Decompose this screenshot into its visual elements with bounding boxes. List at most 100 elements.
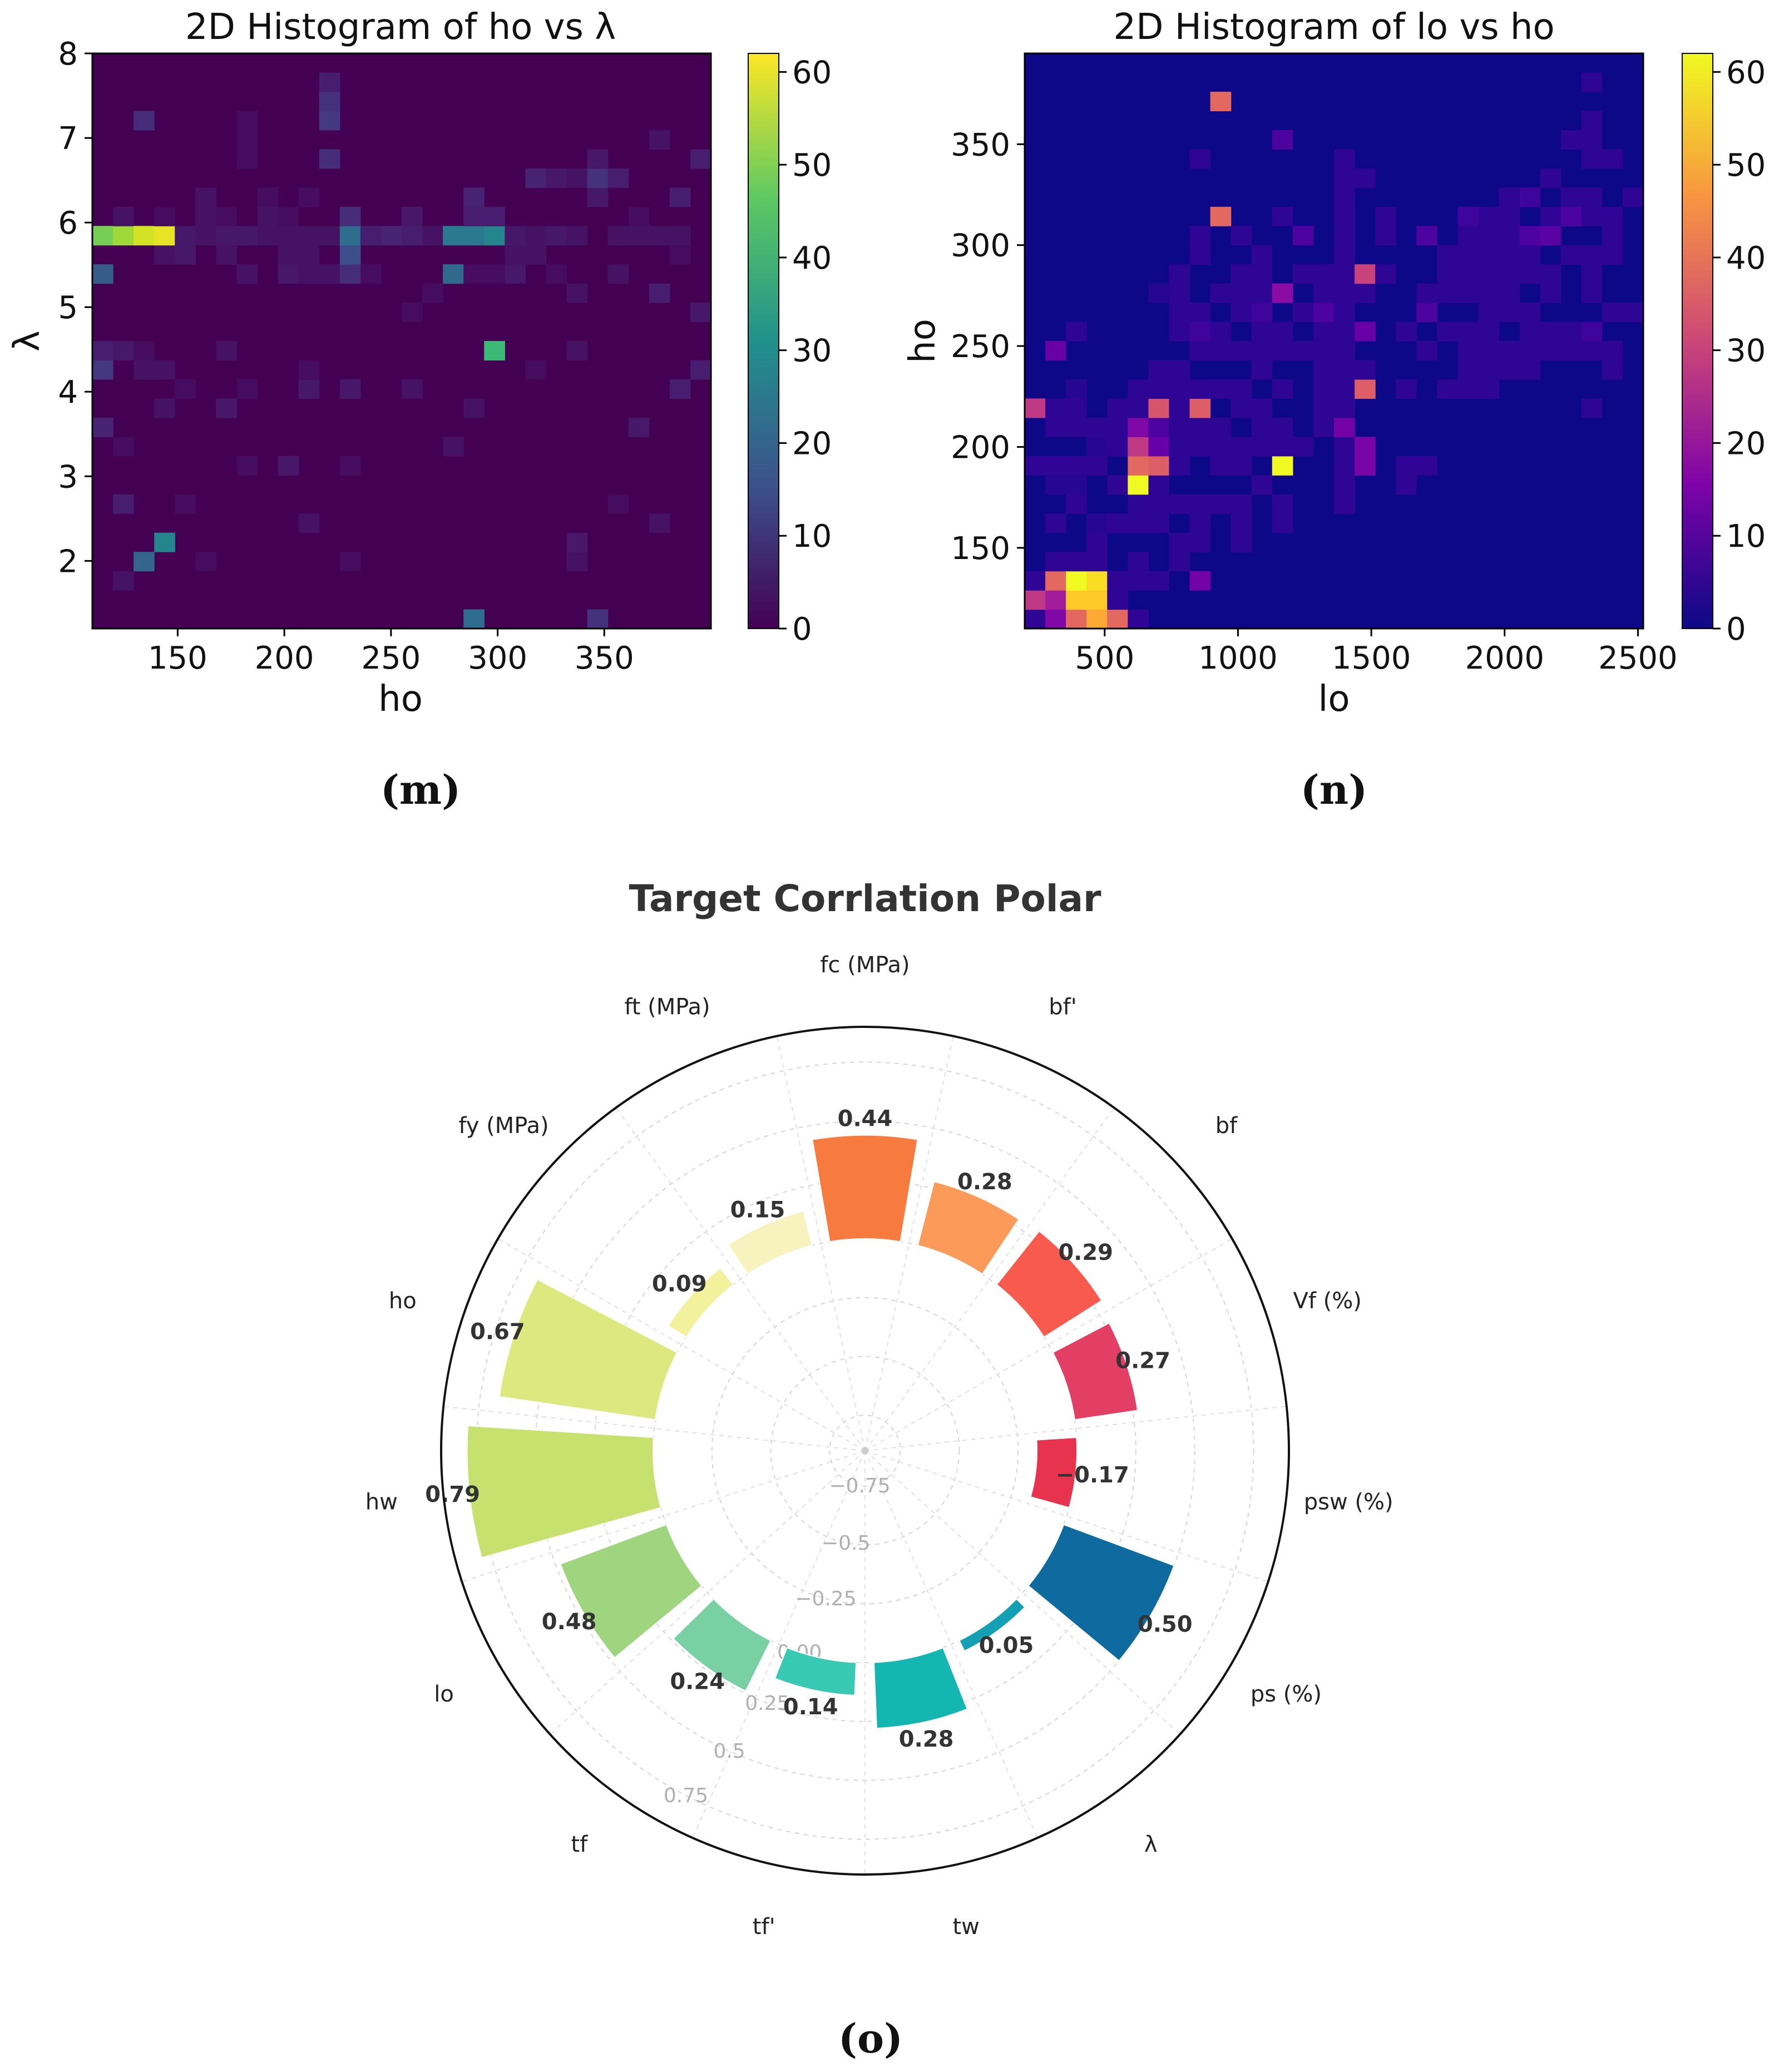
hist-n-bin: [1210, 91, 1232, 111]
hist-n-bin: [1355, 360, 1376, 380]
hist-m-bin: [216, 341, 238, 361]
polar-value-label: −0.17: [1056, 1462, 1129, 1488]
hist-n-bin: [1231, 398, 1252, 418]
hist-m-bin: [113, 226, 134, 246]
hist-n-bin: [1313, 360, 1335, 380]
hist-n-bin: [1066, 609, 1087, 629]
polar-title: Target Corrlation Polar: [629, 877, 1101, 920]
hist-n-bin: [1437, 283, 1458, 303]
hist-m-bin: [134, 552, 155, 572]
hist-n-bin: [1355, 456, 1376, 476]
hist-n-cbar-tick-label: 50: [1726, 147, 1766, 184]
hist-n-bin: [1189, 494, 1211, 514]
hist-m-cbar-tick-label: 60: [792, 55, 832, 91]
hist-m-bin: [566, 532, 588, 552]
hist-n-bin: [1107, 437, 1128, 457]
hist-n-bin: [1148, 360, 1170, 380]
hist-n-bin: [1540, 168, 1561, 188]
hist-n-bin: [1189, 341, 1211, 361]
polar-bar: [498, 1278, 678, 1421]
hist-n-bin: [1189, 417, 1211, 437]
hist-m-bin: [92, 341, 113, 361]
hist-n-bin: [1189, 571, 1211, 591]
hist-n-bin: [1107, 571, 1128, 591]
hist-n-cbar-tick-label: 20: [1726, 426, 1766, 462]
hist-n-bin: [1148, 456, 1170, 476]
hist-n-bin: [1189, 379, 1211, 399]
hist-m-bin: [463, 226, 485, 246]
hist-n-bin: [1457, 245, 1479, 265]
hist-n-bin: [1478, 226, 1500, 246]
hist-n-bin: [1128, 494, 1149, 514]
hist-n-bin: [1313, 379, 1335, 399]
polar-grid-ring: [829, 1415, 901, 1487]
hist-n-bin: [1313, 264, 1335, 284]
hist-n-bin: [1128, 475, 1149, 495]
hist-n-bin: [1066, 417, 1087, 437]
hist-n-bin: [1457, 226, 1479, 246]
hist-n-bin: [1086, 571, 1108, 591]
hist-n-bin: [1045, 398, 1066, 418]
polar-value-label: 0.79: [425, 1482, 480, 1507]
hist-n-bin: [1128, 571, 1149, 591]
hist-m-bin: [649, 513, 670, 533]
hist-m-cbar-tick-label: 40: [792, 240, 832, 276]
polar-value-label: 0.48: [542, 1609, 597, 1635]
hist-m-bin: [236, 456, 258, 476]
hist-n-bin: [1148, 379, 1170, 399]
hist-n-bin: [1457, 206, 1479, 226]
hist-n-bin: [1251, 264, 1273, 284]
hist-m-ytick-label: 8: [58, 36, 78, 72]
hist-n-bin: [1272, 379, 1293, 399]
polar-category-label: bf: [1215, 1113, 1238, 1139]
hist-n-bin: [1581, 206, 1603, 226]
polar-value-label: 0.44: [838, 1106, 893, 1132]
hist-m-bin: [134, 360, 155, 380]
polar-category-label: psw (%): [1304, 1489, 1393, 1515]
hist-n-bin: [1334, 475, 1355, 495]
hist-n-bin: [1437, 245, 1458, 265]
hist-n-bin: [1313, 417, 1335, 437]
hist-n-bin: [1560, 245, 1582, 265]
hist-n-bin: [1107, 590, 1128, 610]
hist-m-bin: [484, 341, 505, 361]
hist-n-bin: [1375, 264, 1396, 284]
polar-rtick-label: −0.5: [822, 1532, 870, 1555]
hist-n-bin: [1148, 494, 1170, 514]
hist-n-bin: [1045, 552, 1066, 572]
hist-m-bin: [236, 111, 258, 131]
hist-m-ytick-label: 3: [58, 459, 78, 495]
hist-m-bin: [566, 168, 588, 188]
hist-n-bin: [1334, 206, 1355, 226]
hist-m-bin: [92, 417, 113, 437]
hist-n-bin: [1334, 379, 1355, 399]
hist-m-bin: [463, 187, 485, 207]
hist-lo-ho: 2D Histogram of lo vs ho 500 1000 1500 2000…: [902, 7, 1766, 813]
hist-m-bin: [649, 283, 670, 303]
hist-n-bin: [1251, 417, 1273, 437]
hist-m-bin: [669, 379, 691, 399]
hist-n-bin: [1478, 206, 1500, 226]
hist-n-bin: [1231, 494, 1252, 514]
hist-n-bin: [1210, 322, 1232, 342]
hist-m-cells: [92, 53, 711, 629]
hist-n-bin: [1540, 264, 1561, 284]
hist-m-bin: [690, 149, 711, 169]
hist-m-bin: [669, 187, 691, 207]
hist-m-bin: [319, 149, 340, 169]
hist-n-bin: [1581, 245, 1603, 265]
hist-m-bin: [134, 226, 155, 246]
hist-n-bin: [1045, 609, 1066, 629]
hist-n-bin: [1086, 609, 1108, 629]
hist-n-bin: [1025, 590, 1046, 610]
hist-n-bin: [1189, 226, 1211, 246]
hist-n-bin: [1045, 417, 1066, 437]
polar-value-label: 0.28: [899, 1727, 954, 1752]
hist-m-bin: [154, 360, 175, 380]
hist-m-bin: [360, 226, 382, 246]
hist-n-bin: [1581, 187, 1603, 207]
hist-n-bin: [1210, 341, 1232, 361]
panel-label-n: (n): [1301, 766, 1367, 813]
hist-n-bin: [1210, 379, 1232, 399]
hist-n-bin: [1499, 303, 1520, 323]
